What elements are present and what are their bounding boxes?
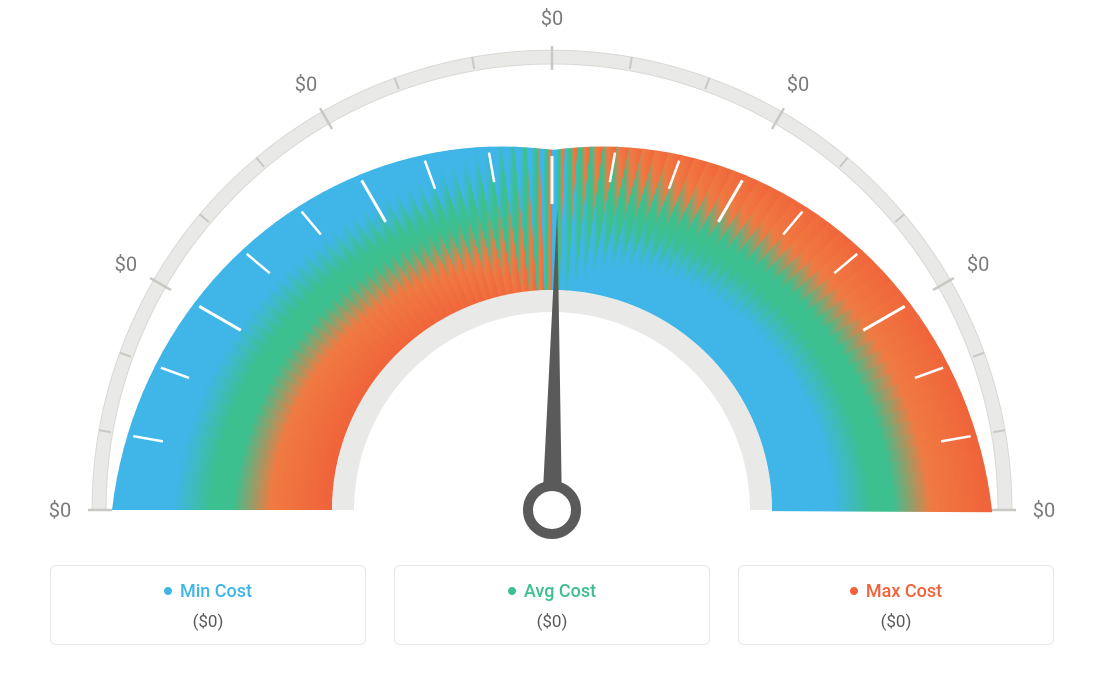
gauge-chart: $0 $0 $0 $0 $0 $0 $0 xyxy=(0,0,1104,560)
gauge-svg xyxy=(0,0,1104,560)
legend-dot-icon xyxy=(508,587,516,595)
gauge-tick-label: $0 xyxy=(115,252,137,276)
legend-card-1: Avg Cost ($0) xyxy=(394,565,710,645)
legend-value: ($0) xyxy=(61,612,355,632)
legend-dot-icon xyxy=(164,587,172,595)
legend-title: Avg Cost xyxy=(508,581,596,602)
legend-label: Max Cost xyxy=(866,581,942,602)
gauge-tick-label: $0 xyxy=(1033,498,1055,522)
legend-title: Max Cost xyxy=(850,581,942,602)
gauge-tick-label: $0 xyxy=(541,6,563,30)
legend-row: Min Cost ($0) Avg Cost ($0) Max Cost ($0) xyxy=(0,565,1104,645)
legend-value: ($0) xyxy=(749,612,1043,632)
gauge-tick-label: $0 xyxy=(787,72,809,96)
legend-card-0: Min Cost ($0) xyxy=(50,565,366,645)
gauge-tick-label: $0 xyxy=(49,498,71,522)
legend-label: Avg Cost xyxy=(524,581,596,602)
legend-card-2: Max Cost ($0) xyxy=(738,565,1054,645)
gauge-tick-label: $0 xyxy=(295,72,317,96)
legend-dot-icon xyxy=(850,587,858,595)
legend-label: Min Cost xyxy=(180,581,252,602)
legend-title: Min Cost xyxy=(164,581,252,602)
legend-value: ($0) xyxy=(405,612,699,632)
gauge-tick-label: $0 xyxy=(967,252,989,276)
